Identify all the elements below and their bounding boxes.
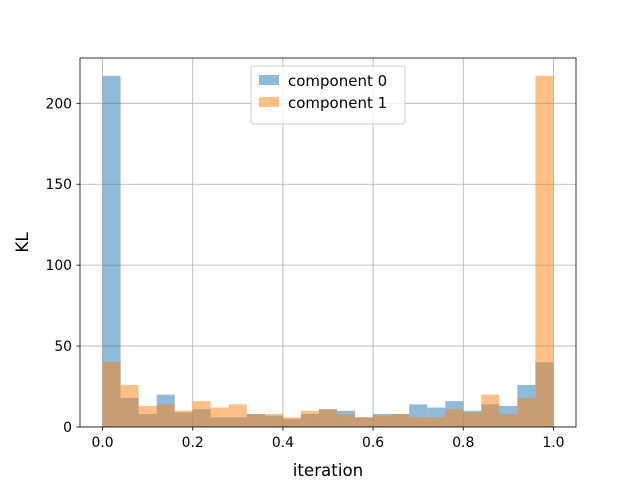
bar-series-1-bin-14: [355, 417, 374, 427]
legend-box: [250, 65, 406, 125]
x-tick-label-4: 0.8: [452, 435, 474, 451]
x-tick-label-5: 1.0: [542, 435, 564, 451]
y-tick-label-2: 100: [45, 258, 72, 274]
bar-series-1-bin-5: [192, 401, 211, 427]
x-axis-ticks: 0.0 0.2 0.4 0.6 0.8 1.0: [91, 427, 565, 451]
bar-series-1-bin-10: [282, 417, 301, 427]
bar-series-1-bin-4: [174, 410, 193, 427]
y-tick-label-4: 200: [45, 96, 72, 112]
bar-series-1-bin-0: [102, 362, 121, 427]
legend-label-1: component 1: [288, 94, 387, 112]
bar-series-1-bin-23: [517, 397, 536, 427]
legend-label-0: component 0: [288, 72, 387, 90]
series-1-bars: [102, 75, 554, 427]
plot-frame: [79, 57, 577, 428]
bar-series-1-bin-8: [246, 414, 265, 427]
bar-series-1-bin-12: [318, 409, 338, 427]
bar-series-1-bin-22: [499, 414, 518, 427]
bar-series-1-bin-13: [337, 414, 356, 427]
x-tick-label-3: 0.6: [362, 435, 384, 451]
y-tick-label-1: 50: [54, 339, 72, 355]
bar-series-1-bin-6: [210, 407, 229, 427]
bar-series-1-bin-3: [156, 404, 175, 427]
bar-series-1-bin-24: [535, 75, 554, 427]
x-tick-label-0: 0.0: [91, 435, 113, 451]
bar-series-1-bin-7: [228, 404, 247, 427]
bar-series-1-bin-2: [138, 405, 157, 427]
bar-series-1-bin-20: [463, 412, 482, 427]
bar-series-1-bin-15: [373, 415, 392, 427]
y-axis-label: KL: [12, 232, 32, 253]
legend: component 0 component 1: [250, 65, 406, 125]
bar-series-1-bin-16: [391, 414, 410, 427]
y-axis-ticks: 0 50 100 150 200: [45, 96, 80, 436]
bar-series-1-bin-19: [445, 409, 464, 427]
y-tick-label-0: 0: [63, 420, 72, 436]
x-tick-label-2: 0.4: [272, 435, 294, 451]
y-tick-label-3: 150: [45, 177, 72, 193]
bar-series-1-bin-18: [427, 417, 446, 427]
bar-series-1-bin-1: [120, 384, 139, 427]
series-0-bars: [102, 75, 554, 427]
legend-swatch-1: [259, 97, 279, 107]
legend-swatch-0: [259, 75, 279, 85]
bar-series-1-bin-11: [300, 410, 319, 427]
bar-series-1-bin-21: [481, 394, 500, 427]
bar-series-1-bin-17: [409, 417, 428, 427]
bar-series-0-bin-0: [102, 75, 121, 427]
x-tick-label-1: 0.2: [182, 435, 204, 451]
x-axis-label: iteration: [293, 460, 364, 480]
bar-series-1-bin-9: [264, 414, 283, 427]
histogram-bars: [102, 75, 554, 427]
